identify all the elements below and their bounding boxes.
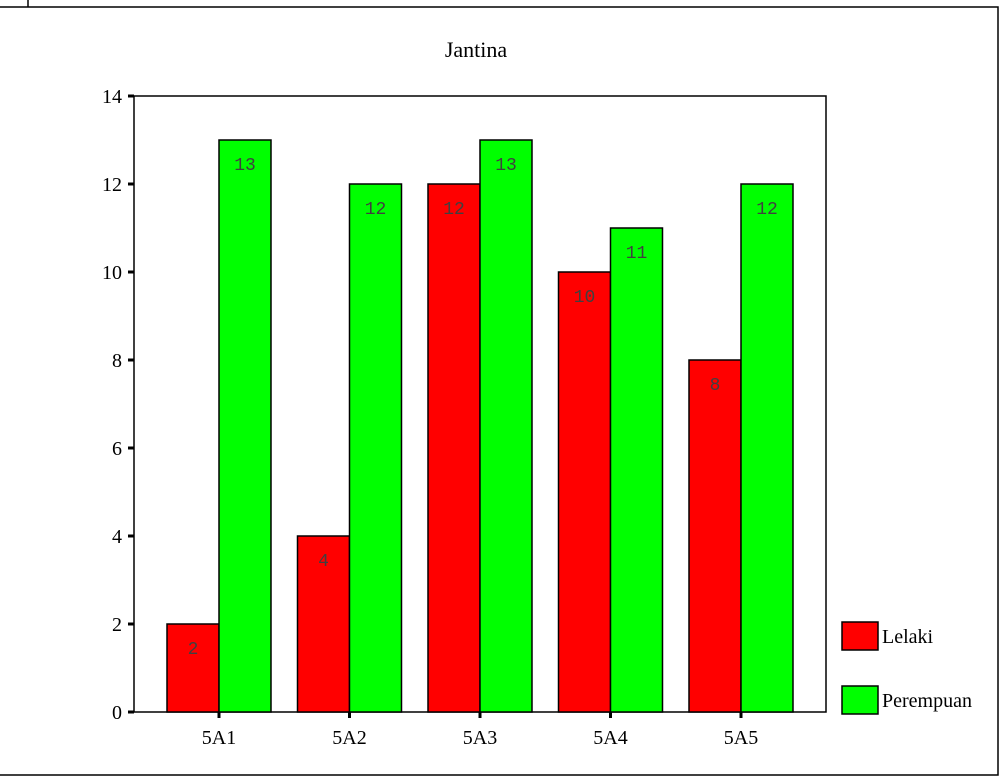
y-tick-label: 12: [102, 174, 122, 196]
bar-lelaki-5a1: [166, 623, 220, 713]
bar-value-label: 12: [443, 200, 465, 220]
x-tick-label: 5A4: [593, 727, 627, 749]
bar-value-label: 13: [234, 156, 256, 176]
y-tick-label: 10: [102, 262, 122, 284]
y-tick-label: 4: [112, 526, 122, 548]
y-tick-label: 6: [112, 438, 122, 460]
legend-swatch-lelaki: [841, 621, 879, 651]
y-tick-label: 0: [112, 702, 122, 724]
bar-value-label: 13: [495, 156, 517, 176]
legend-label-perempuan: Perempuan: [882, 690, 972, 712]
bar-perempuan-5a3: [479, 139, 533, 713]
y-axis: 0 2 4 6 8 10 12 14: [102, 86, 134, 724]
bar-perempuan-5a1: [218, 139, 272, 713]
bar-lelaki-5a3: [427, 183, 481, 713]
y-tick-label: 2: [112, 614, 122, 636]
x-tick-label: 5A5: [724, 727, 758, 749]
x-axis: 5A1 5A2 5A3 5A4 5A5: [202, 712, 758, 749]
bar-value-label: 12: [365, 200, 387, 220]
x-tick-label: 5A1: [202, 727, 236, 749]
chart-title: Jantina: [445, 37, 508, 62]
y-tick-label: 8: [112, 350, 122, 372]
bar-series: [166, 139, 794, 713]
bar-lelaki-5a4: [557, 271, 612, 713]
bar-lelaki-5a5: [688, 359, 742, 713]
legend: Lelaki Perempuan: [841, 621, 972, 715]
bar-value-label: 10: [574, 288, 596, 308]
y-tick-label: 14: [102, 86, 122, 108]
x-tick-label: 5A3: [463, 727, 497, 749]
legend-label-lelaki: Lelaki: [882, 626, 934, 648]
bar-value-label: 2: [188, 640, 199, 660]
data-labels: 2 4 12 10 8 13 12 13 11 12: [188, 156, 778, 660]
legend-swatch-perempuan: [841, 685, 879, 715]
bar-perempuan-5a4: [609, 227, 664, 713]
bar-value-label: 8: [710, 376, 721, 396]
x-tick-label: 5A2: [332, 727, 366, 749]
bar-value-label: 12: [756, 200, 778, 220]
bar-lelaki-5a2: [296, 535, 351, 713]
bar-perempuan-5a5: [740, 183, 794, 713]
bar-value-label: 4: [318, 552, 329, 572]
bar-perempuan-5a2: [348, 183, 403, 713]
bar-value-label: 11: [626, 244, 648, 264]
